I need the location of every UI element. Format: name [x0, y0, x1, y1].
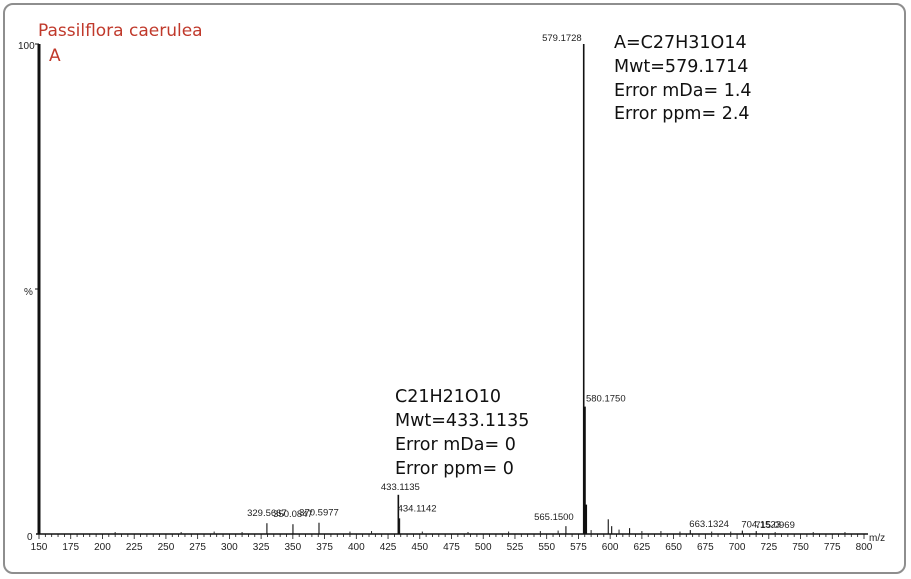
x-tick-label: 425: [380, 542, 397, 553]
x-tick-label: 575: [570, 542, 587, 553]
peak-label: 715.0969: [755, 520, 795, 531]
x-tick-label: 400: [348, 542, 365, 553]
x-tick-label: 600: [602, 542, 619, 553]
x-tick-label: 500: [475, 542, 492, 553]
x-tick-label: 800: [856, 542, 873, 553]
annotation-error-ppm: Error ppm= 0: [395, 459, 514, 479]
x-tick-label: 450: [411, 542, 428, 553]
annotation-mwt: Mwt=433.1135: [395, 411, 529, 431]
x-axis-ticks: 150 175 200 225 250 275 300 325 350 375 400 425 450 4…: [31, 534, 873, 553]
x-tick-label: 650: [665, 542, 682, 553]
chart-frame: [3, 3, 906, 574]
peak-label: 370.5977: [299, 508, 339, 519]
x-tick-label: 750: [792, 542, 809, 553]
annotation-formula: A=C27H31O14: [614, 33, 747, 53]
x-tick-label: 350: [285, 542, 302, 553]
x-tick-label: 550: [538, 542, 555, 553]
sample-name: Passilflora caerulea: [38, 21, 203, 41]
x-tick-label: 625: [634, 542, 651, 553]
y-axis-label: %: [24, 287, 33, 298]
x-tick-label: 375: [316, 542, 333, 553]
x-axis-label: m/z: [869, 533, 885, 544]
x-tick-label: 525: [507, 542, 524, 553]
annotation-precursor: A=C27H31O14 Mwt=579.1714 Error mDa= 1.4 …: [614, 33, 752, 124]
annotation-fragment: C21H21O10 Mwt=433.1135 Error mDa= 0 Erro…: [395, 387, 529, 479]
x-tick-label: 225: [126, 542, 143, 553]
x-tick-label: 200: [94, 542, 111, 553]
x-tick-label: 325: [253, 542, 270, 553]
annotation-error-ppm: Error ppm= 2.4: [614, 104, 750, 124]
x-tick-label: 175: [62, 542, 79, 553]
x-tick-label: 675: [697, 542, 714, 553]
x-tick-label: 475: [443, 542, 460, 553]
y-tick-100: 100: [18, 41, 35, 52]
x-tick-label: 775: [824, 542, 841, 553]
y-tick-0: 0: [27, 532, 33, 543]
peak-label: 434.1142: [398, 503, 437, 514]
x-tick-label: 700: [729, 542, 746, 553]
x-tick-label: 300: [221, 542, 238, 553]
x-tick-label: 725: [760, 542, 777, 553]
peak-label: 580.1750: [586, 394, 626, 405]
peak-label: 329.5667: [247, 508, 287, 519]
peak-label: 350.0847: [273, 509, 313, 520]
axes: [35, 43, 868, 535]
peak-label: 565.1500: [534, 512, 574, 523]
annotation-formula: C21H21O10: [395, 387, 501, 407]
peak-label: 579.1728: [542, 33, 582, 44]
peak-label: 433.1135: [381, 482, 420, 493]
annotation-error-mda: Error mDa= 1.4: [614, 81, 752, 101]
annotation-error-mda: Error mDa= 0: [395, 435, 516, 455]
peak-label: 704.1523: [741, 520, 781, 531]
x-tick-label: 250: [158, 542, 175, 553]
trace-label: A: [49, 46, 61, 66]
x-tick-label: 150: [31, 542, 48, 553]
peak-label: 663.1324: [689, 519, 729, 530]
annotation-mwt: Mwt=579.1714: [614, 57, 748, 77]
noise-peaks: [114, 529, 846, 534]
x-tick-label: 275: [189, 542, 206, 553]
peaks: [266, 44, 757, 534]
